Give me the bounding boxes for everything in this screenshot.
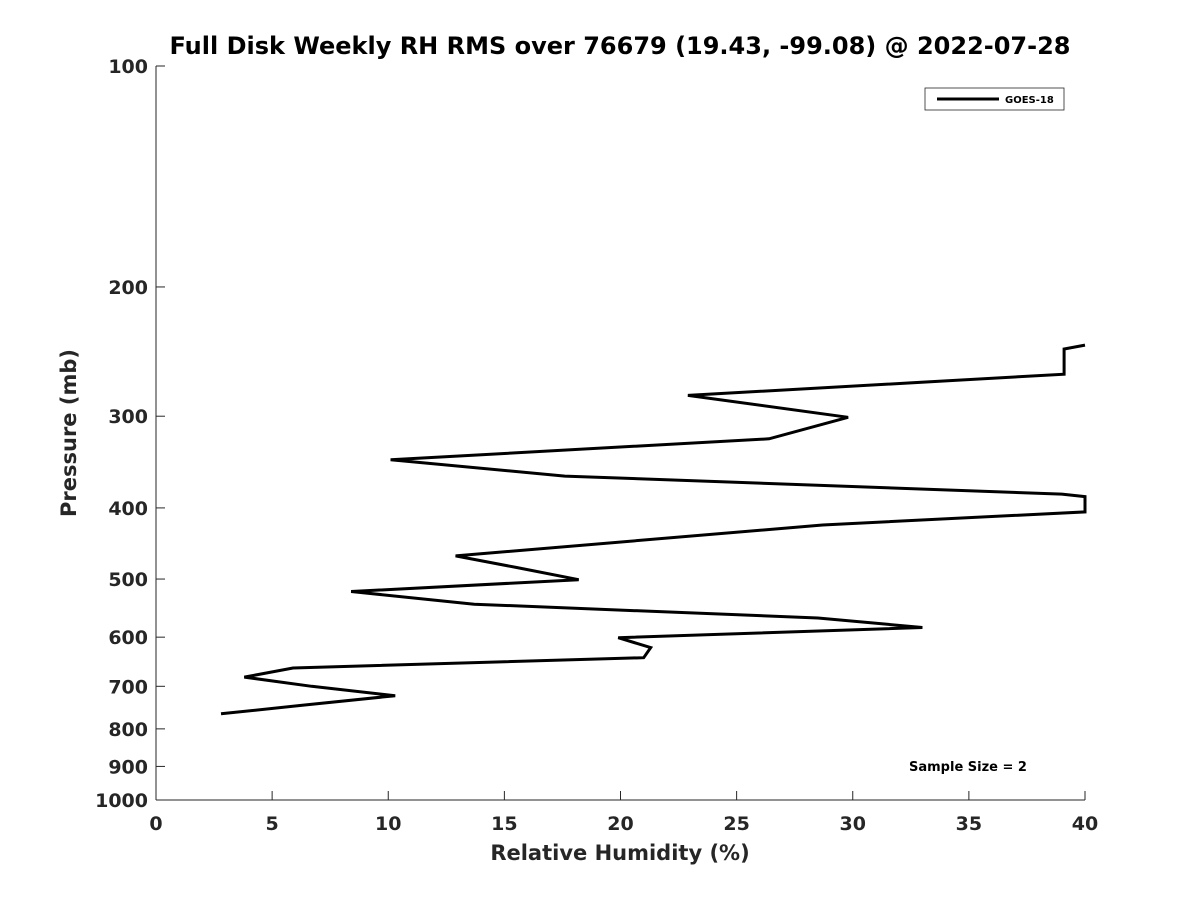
y-tick-label: 200 [108, 277, 148, 299]
x-tick-label: 35 [956, 813, 982, 835]
chart-title: Full Disk Weekly RH RMS over 76679 (19.4… [169, 32, 1070, 60]
y-axis-label: Pressure (mb) [57, 349, 81, 517]
x-axis-label: Relative Humidity (%) [490, 841, 749, 865]
x-tick-label: 20 [607, 813, 633, 835]
x-tick-label: 10 [375, 813, 401, 835]
series-group [220, 343, 1087, 716]
y-tick-label: 800 [108, 719, 148, 741]
x-tick-label: 30 [840, 813, 866, 835]
x-tick-label: 0 [149, 813, 162, 835]
y-axis-ticks: 100 200 300 400 500 600 700 800 900 1000 [95, 56, 165, 812]
y-tick-label: 100 [108, 56, 148, 78]
x-tick-label: 15 [491, 813, 517, 835]
sample-size-annotation: Sample Size = 2 [909, 760, 1027, 775]
y-tick-label: 500 [108, 569, 148, 591]
y-tick-label: 1000 [95, 790, 148, 812]
legend-label-goes-18: GOES-18 [1005, 95, 1054, 106]
y-tick-label: 400 [108, 498, 148, 520]
x-tick-label: 40 [1072, 813, 1098, 835]
series-line-goes-18 [220, 343, 1087, 716]
y-tick-label: 600 [108, 627, 148, 649]
legend: GOES-18 [924, 87, 1065, 111]
x-tick-label: 25 [723, 813, 749, 835]
y-tick-label: 700 [108, 676, 148, 698]
x-axis-ticks: 0 5 10 15 20 25 30 35 40 [149, 791, 1098, 835]
plot-frame [155, 66, 1085, 801]
y-tick-label: 300 [108, 406, 148, 428]
y-tick-label: 900 [108, 756, 148, 778]
x-tick-label: 5 [266, 813, 279, 835]
